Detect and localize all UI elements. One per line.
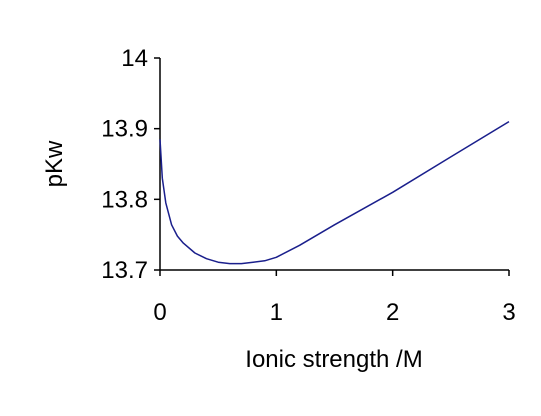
series-layer [159,120,510,265]
x-tick-label: 1 [270,299,283,326]
x-axis-label: Ionic strength /M [245,346,422,373]
y-axis-label: pKw [41,140,68,187]
series-line [159,120,510,265]
y-tick-label: 13.9 [101,116,148,143]
y-tick-label: 14 [121,45,148,72]
axes [159,58,509,271]
x-tick-label: 3 [502,299,515,326]
y-tick-label: 13.7 [101,257,148,284]
x-tick-label: 2 [386,299,399,326]
ticks: 0 1 2 3 13.7 13.8 13.9 14 [101,45,515,326]
y-tick-label: 13.8 [101,186,148,213]
x-tick-label: 0 [153,299,166,326]
